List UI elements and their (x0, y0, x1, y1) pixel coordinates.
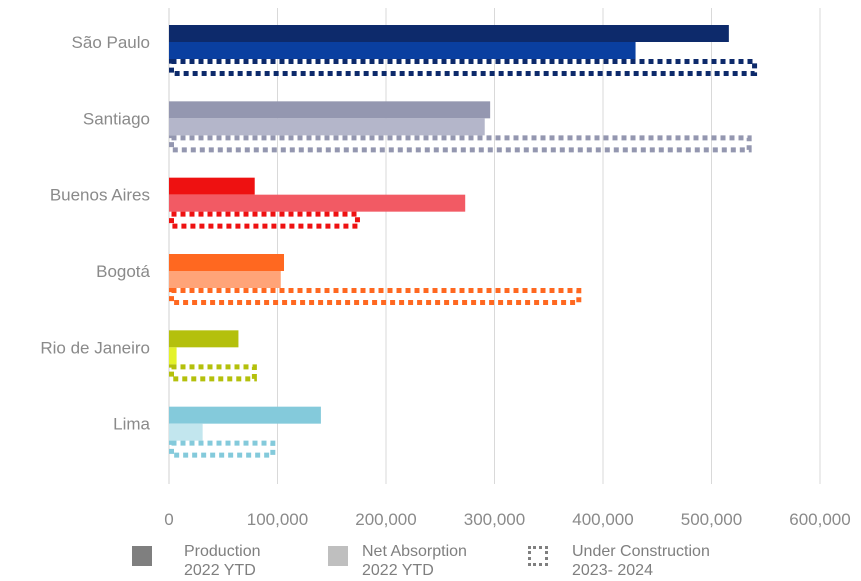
x-tick-label: 100,000 (247, 510, 308, 529)
bar-net-absorption (169, 271, 281, 288)
legend-production-line2: 2022 YTD (184, 562, 256, 579)
bar-under-construction (169, 59, 758, 76)
bar-net-absorption (169, 423, 203, 441)
bar-under-construction (169, 364, 257, 382)
x-tick-label: 0 (164, 510, 173, 529)
legend-swatch-production (132, 546, 152, 566)
y-category-label: Rio de Janeiro (40, 338, 150, 357)
bar-under-construction (169, 135, 752, 153)
y-category-label: São Paulo (72, 33, 150, 52)
y-category-label: Santiago (83, 109, 150, 128)
legend-production-line1: Production (184, 543, 261, 560)
legend-under-construction-line2: 2023- 2024 (572, 562, 653, 579)
legend-net-absorption-line1: Net Absorption (362, 543, 467, 560)
bar-production (169, 406, 321, 424)
legend-label-production: Production 2022 YTD (184, 542, 261, 580)
bar-production (169, 101, 491, 119)
legend-swatch-under-construction (528, 546, 548, 566)
y-category-label: Lima (113, 415, 150, 434)
y-category-label: Buenos Aires (50, 186, 150, 205)
legend-label-under-construction: Under Construction 2023- 2024 (572, 542, 710, 580)
legend-net-absorption-line2: 2022 YTD (362, 562, 434, 579)
y-category-label: Bogotá (96, 262, 150, 281)
x-tick-label: 300,000 (464, 510, 525, 529)
bar-net-absorption (169, 42, 636, 59)
bar-net-absorption (169, 347, 177, 365)
bar-production (169, 177, 255, 195)
bar-net-absorption (169, 194, 466, 212)
bar-under-construction (169, 211, 360, 229)
legend-swatch-net-absorption (328, 546, 348, 566)
x-tick-label: 200,000 (355, 510, 416, 529)
bar-production (169, 254, 285, 271)
bar-under-construction (169, 440, 276, 458)
x-tick-label: 600,000 (789, 510, 850, 529)
x-tick-label: 500,000 (681, 510, 742, 529)
bar-production (169, 25, 729, 42)
legend-under-construction-line1: Under Construction (572, 543, 710, 560)
legend-label-net-absorption: Net Absorption 2022 YTD (362, 542, 467, 580)
bar-net-absorption (169, 118, 485, 136)
bar-under-construction (169, 288, 582, 305)
bar-production (169, 330, 239, 348)
x-tick-label: 400,000 (572, 510, 633, 529)
